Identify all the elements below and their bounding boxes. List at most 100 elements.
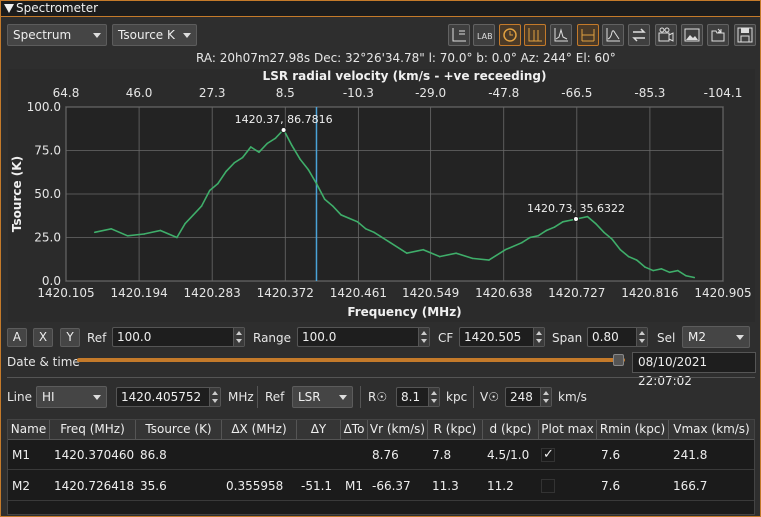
top-tick-label: -47.8 bbox=[488, 86, 519, 100]
center-frequency-spinbox[interactable]: 1420.505 bbox=[459, 327, 545, 347]
col-vmax[interactable]: Vmax (km/s) bbox=[673, 422, 750, 436]
title-bar[interactable]: Spectrometer bbox=[1, 1, 760, 17]
table-row[interactable]: M1 1420.370460 86.8 8.76 7.8 4.5/1.0 7.6… bbox=[8, 440, 754, 470]
spin-arrows-icon[interactable] bbox=[533, 328, 544, 346]
v-sun-spinbox[interactable]: 248 bbox=[505, 387, 552, 407]
chevron-down-icon bbox=[339, 395, 347, 400]
r-sun-spinbox[interactable]: 8.1 bbox=[396, 387, 440, 407]
col-freq[interactable]: Freq (MHz) bbox=[50, 420, 136, 440]
data-point bbox=[233, 161, 236, 164]
col-dx[interactable]: ΔX (MHz) bbox=[222, 420, 297, 440]
svg-text:LAB: LAB bbox=[477, 32, 492, 41]
data-point bbox=[225, 170, 227, 173]
plot-max-checkbox[interactable] bbox=[541, 479, 555, 493]
col-rmin[interactable]: Rmin (kpc) bbox=[597, 420, 669, 440]
cell-dx: 0.355958 bbox=[226, 479, 284, 493]
plot-max-checkbox[interactable] bbox=[541, 447, 555, 463]
collapse-arrow-icon[interactable] bbox=[4, 4, 14, 13]
cell-rmin: 7.6 bbox=[601, 448, 621, 462]
save-button[interactable] bbox=[734, 24, 756, 46]
cell-d: 11.2 bbox=[487, 479, 514, 493]
y-tick-label: 75.0 bbox=[34, 144, 61, 158]
cell-dy: -51.1 bbox=[301, 479, 333, 493]
fit-button[interactable] bbox=[602, 24, 624, 46]
data-point bbox=[529, 236, 531, 239]
data-point bbox=[291, 144, 293, 147]
autoscale-y-button[interactable]: Y bbox=[60, 328, 80, 347]
cell-freq: 1420.726418 bbox=[54, 479, 135, 493]
autoscale-x-button[interactable]: X bbox=[33, 328, 53, 347]
col-vr[interactable]: Vr (km/s) bbox=[368, 420, 428, 440]
data-point bbox=[241, 156, 244, 159]
chevron-down-icon bbox=[736, 335, 744, 340]
open-button[interactable] bbox=[707, 24, 729, 46]
table-row[interactable]: M2 1420.726418 35.6 0.355958 -51.1 M1 -6… bbox=[8, 471, 754, 501]
marker-select[interactable]: M2 bbox=[682, 326, 750, 348]
autoscale-button[interactable]: A bbox=[7, 328, 27, 347]
sun-button[interactable] bbox=[499, 24, 521, 46]
line-frequency-spinbox[interactable]: 1420.405752 bbox=[116, 387, 221, 407]
spin-arrows-icon[interactable] bbox=[428, 388, 439, 406]
col-tsource[interactable]: Tsource (K) bbox=[136, 420, 222, 440]
r-sun-unit: kpc bbox=[446, 390, 468, 404]
separator bbox=[473, 386, 474, 408]
line-label: Line bbox=[7, 390, 33, 404]
cell-freq: 1420.370460 bbox=[54, 448, 135, 462]
lab-button[interactable]: LAB bbox=[473, 24, 495, 46]
line-select[interactable]: HI bbox=[36, 386, 107, 408]
peak-button[interactable] bbox=[550, 24, 572, 46]
width-button[interactable] bbox=[577, 24, 599, 46]
marker-select-value: M2 bbox=[688, 330, 706, 344]
datetime-edit[interactable]: 08/10/2021 22:07:02 bbox=[632, 352, 756, 388]
data-point bbox=[266, 142, 269, 145]
top-tick-label: 46.0 bbox=[126, 86, 153, 100]
datetime-slider-handle[interactable] bbox=[613, 354, 624, 366]
col-plot-max[interactable]: Plot max bbox=[539, 420, 597, 440]
line-select-value: HI bbox=[42, 390, 55, 404]
display-mode-select[interactable]: Spectrum bbox=[7, 24, 107, 46]
spin-arrows-icon[interactable] bbox=[636, 328, 647, 346]
range-spinbox[interactable]: 100.0 bbox=[297, 327, 430, 347]
spin-arrows-icon[interactable] bbox=[540, 388, 551, 406]
spectrum-chart-svg[interactable]: 1420.105 64.8 1420.194 46.0 1420.283 27.3 1420… bbox=[8, 69, 755, 322]
camera-button[interactable] bbox=[655, 24, 677, 46]
x-tick-label: 1420.727 bbox=[548, 286, 605, 300]
spectrum-chart[interactable]: 1420.105 64.8 1420.194 46.0 1420.283 27.3 1420… bbox=[8, 69, 755, 322]
y-tick-label: 50.0 bbox=[34, 187, 61, 201]
image-button[interactable] bbox=[681, 24, 703, 46]
y-tick-label: 0.0 bbox=[42, 274, 61, 288]
data-point bbox=[381, 236, 383, 239]
marker-table[interactable]: Name Freq (MHz) Tsource (K) ΔX (MHz) ΔY … bbox=[7, 419, 755, 515]
cell-dx bbox=[222, 440, 226, 470]
data-point bbox=[586, 215, 589, 218]
ref-level-spinbox[interactable]: 100.0 bbox=[112, 327, 245, 347]
top-tick-label: -10.3 bbox=[343, 86, 374, 100]
baseline-button[interactable] bbox=[524, 24, 546, 46]
width-icon bbox=[581, 29, 595, 42]
col-name[interactable]: Name bbox=[8, 420, 50, 440]
span-spinbox[interactable]: 0.80 bbox=[587, 327, 648, 347]
data-point bbox=[652, 269, 654, 272]
ref-frame-select[interactable]: LSR bbox=[292, 386, 353, 408]
data-point bbox=[438, 255, 441, 258]
data-point bbox=[307, 168, 310, 171]
scale-mode-select[interactable]: Tsource K bbox=[112, 24, 197, 46]
datetime-slider[interactable] bbox=[77, 358, 625, 362]
data-point bbox=[208, 189, 211, 192]
top-tick-label: 64.8 bbox=[53, 86, 80, 100]
col-r[interactable]: R (kpc) bbox=[428, 420, 483, 440]
legend-button[interactable] bbox=[448, 24, 470, 46]
spin-arrows-icon[interactable] bbox=[233, 328, 244, 346]
col-dy[interactable]: ΔY bbox=[297, 420, 341, 440]
swap-button[interactable] bbox=[628, 24, 650, 46]
spin-arrows-icon[interactable] bbox=[418, 328, 429, 346]
data-point bbox=[537, 234, 540, 237]
data-point bbox=[668, 271, 671, 274]
chevron-down-icon bbox=[93, 33, 101, 38]
data-point bbox=[176, 236, 178, 239]
spin-arrows-icon[interactable] bbox=[209, 388, 220, 406]
data-point bbox=[126, 234, 129, 237]
data-point bbox=[644, 266, 646, 268]
col-d[interactable]: d (kpc) bbox=[483, 420, 539, 440]
col-dto[interactable]: ΔTo bbox=[341, 420, 368, 440]
